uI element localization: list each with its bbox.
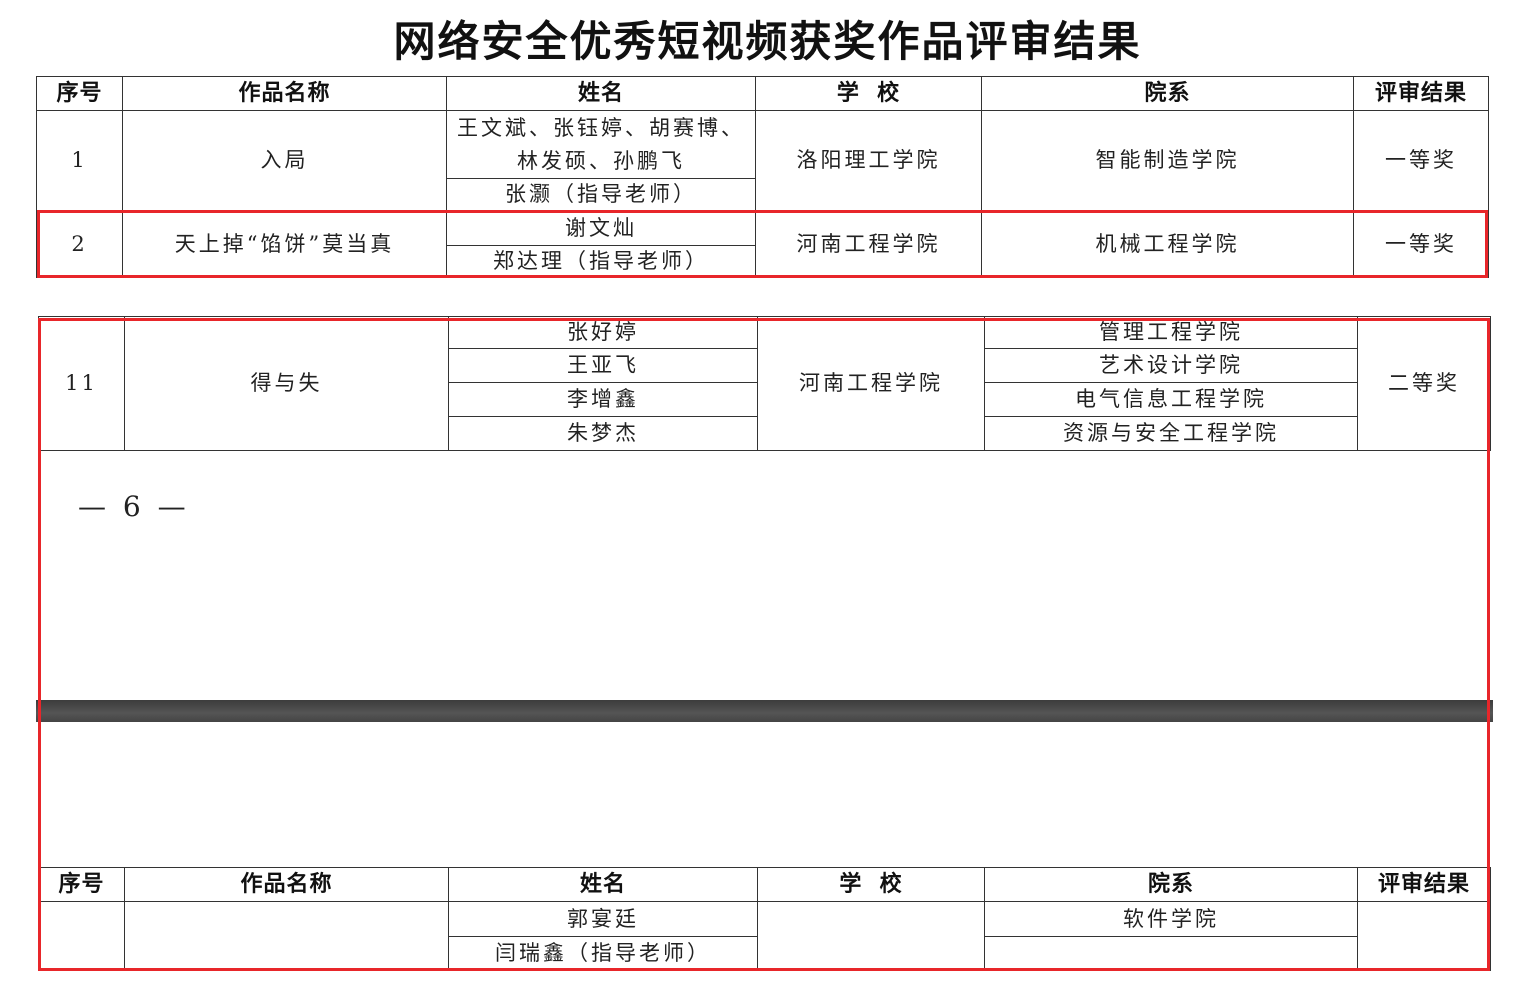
cell-no: 2 <box>36 210 123 278</box>
cell-work: 入局 <box>122 110 447 211</box>
page-number: — 6 — <box>78 490 190 523</box>
cell-school: 河南工程学院 <box>755 210 982 278</box>
cell-no: 1 <box>36 110 123 211</box>
cell-no: 11 <box>38 316 125 451</box>
header-dept: 院系 <box>984 867 1358 902</box>
header-no: 序号 <box>38 867 125 902</box>
cell-name: 闫瑞鑫（指导老师） <box>448 936 758 971</box>
page-divider <box>36 700 1493 722</box>
cell-dept: 资源与安全工程学院 <box>984 416 1358 451</box>
header-no: 序号 <box>36 76 123 111</box>
cell-dept: 智能制造学院 <box>981 110 1354 211</box>
cell-work: 天上掉“馅饼”莫当真 <box>122 210 447 278</box>
cell-name: 李增鑫 <box>448 382 758 417</box>
header-name: 姓名 <box>446 76 756 111</box>
header-result: 评审结果 <box>1357 867 1491 902</box>
document-title: 网络安全优秀短视频获奖作品评审结果 <box>393 17 1142 66</box>
cell-dept <box>984 936 1358 971</box>
cell-name: 张好婷 <box>448 316 758 349</box>
cell-name: 王文斌、张钰婷、胡赛博、林发硕、孙鹏飞 <box>446 110 756 179</box>
header-work: 作品名称 <box>122 76 447 111</box>
cell-dept: 管理工程学院 <box>984 316 1358 349</box>
cell-school <box>757 901 985 971</box>
cell-work: 得与失 <box>124 316 449 451</box>
cell-no <box>38 901 125 971</box>
header-name: 姓名 <box>448 867 758 902</box>
cell-result: 一等奖 <box>1353 210 1489 278</box>
header-school: 学 校 <box>755 76 982 111</box>
header-result: 评审结果 <box>1353 76 1489 111</box>
cell-dept: 机械工程学院 <box>981 210 1354 278</box>
cell-name: 郑达理（指导老师） <box>446 245 756 278</box>
cell-work <box>124 901 449 971</box>
cell-name: 朱梦杰 <box>448 416 758 451</box>
cell-school: 河南工程学院 <box>757 316 985 451</box>
cell-name: 郭宴廷 <box>448 901 758 937</box>
cell-dept: 艺术设计学院 <box>984 348 1358 383</box>
cell-name: 张灏（指导老师） <box>446 178 756 211</box>
cell-dept: 软件学院 <box>984 901 1358 937</box>
cell-result: 二等奖 <box>1357 316 1491 451</box>
cell-result: 一等奖 <box>1353 110 1489 211</box>
cell-name: 王亚飞 <box>448 348 758 383</box>
cell-school: 洛阳理工学院 <box>755 110 982 211</box>
header-dept: 院系 <box>981 76 1354 111</box>
cell-dept: 电气信息工程学院 <box>984 382 1358 417</box>
cell-result <box>1357 901 1491 971</box>
header-school: 学 校 <box>757 867 985 902</box>
header-work: 作品名称 <box>124 867 449 902</box>
cell-name: 谢文灿 <box>446 210 756 246</box>
